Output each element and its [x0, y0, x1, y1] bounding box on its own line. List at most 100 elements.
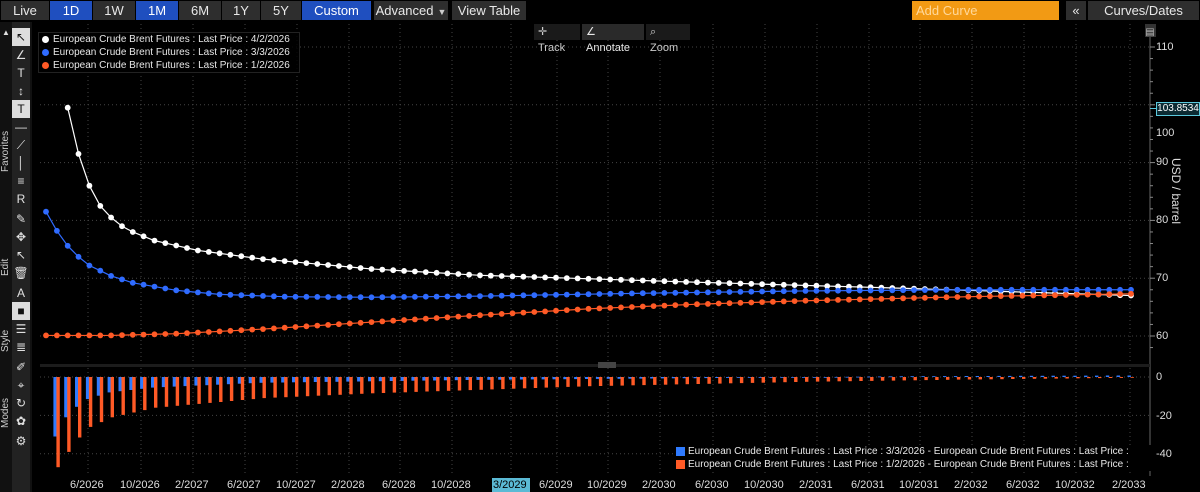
- x-tick-label: 6/2030: [695, 479, 729, 491]
- series-layer: [43, 104, 1134, 339]
- diff-bar-0: [183, 377, 187, 387]
- series-point-1: [487, 293, 494, 299]
- series-point-1: [1063, 286, 1069, 293]
- diff-bar-0: [845, 376, 849, 378]
- series-point-2: [563, 307, 570, 313]
- series-point-1: [1030, 286, 1037, 293]
- pen-icon[interactable]: ✐: [15, 360, 27, 374]
- vertical-line-icon[interactable]: │: [17, 156, 25, 170]
- series-point-1: [596, 291, 603, 297]
- series-point-1: [672, 289, 679, 296]
- diff-bar-1: [902, 377, 906, 381]
- line-width-icon[interactable]: ≣: [15, 340, 27, 354]
- diff-bar-0: [1019, 375, 1023, 377]
- series-point-0: [271, 257, 277, 263]
- diff-bar-1: [425, 377, 429, 392]
- move-icon[interactable]: ✥: [15, 230, 27, 244]
- series-point-2: [260, 326, 266, 332]
- series-point-0: [119, 223, 125, 230]
- advanced-dropdown[interactable]: Advanced ▼: [374, 1, 448, 20]
- annotate-button[interactable]: ∠ Annotate: [582, 24, 644, 54]
- series-point-1: [509, 292, 516, 299]
- text-tool-icon[interactable]: T: [17, 66, 25, 80]
- x-tick-label: 10/2028: [431, 479, 471, 491]
- diff-bar-0: [75, 377, 79, 407]
- palette-expand-icon[interactable]: ▲: [2, 28, 10, 37]
- series-point-2: [585, 305, 592, 312]
- diff-bar-0: [877, 376, 882, 378]
- diff-bar-0: [660, 377, 665, 379]
- brush-icon[interactable]: ✎: [15, 212, 27, 226]
- range-1d-button[interactable]: 1D: [50, 1, 92, 20]
- series-point-1: [97, 267, 104, 274]
- live-button[interactable]: Live: [1, 1, 49, 20]
- series-point-0: [379, 266, 386, 273]
- diff-bar-1: [164, 377, 169, 407]
- diff-bar-1: [1098, 377, 1102, 379]
- x-tick-label: 2/2027: [175, 479, 209, 491]
- add-curve-input[interactable]: Add Curve: [912, 1, 1059, 20]
- diff-bar-0: [726, 377, 730, 378]
- curves-dates-button[interactable]: Curves/Dates: [1088, 1, 1199, 20]
- legend-item[interactable]: European Crude Brent Futures : Last Pric…: [39, 46, 299, 59]
- zoom-button[interactable]: ⌕ Zoom: [646, 24, 690, 54]
- legend-item[interactable]: European Crude Brent Futures : Last Pric…: [673, 445, 1151, 458]
- series-point-1: [75, 253, 82, 260]
- series-point-1: [43, 208, 49, 215]
- color-wheel-icon[interactable]: ✿: [15, 414, 27, 428]
- trendline-icon[interactable]: ⟋: [16, 138, 26, 152]
- font-style-icon[interactable]: A: [16, 286, 25, 300]
- diff-bar-1: [609, 377, 614, 386]
- fill-color-icon[interactable]: ■: [12, 302, 30, 320]
- legend-item[interactable]: European Crude Brent Futures : Last Pric…: [39, 59, 299, 72]
- range-6m-button[interactable]: 6M: [179, 1, 221, 20]
- diff-bar-1: [1032, 377, 1037, 379]
- range-1w-button[interactable]: 1W: [93, 1, 135, 20]
- series-point-2: [759, 299, 765, 305]
- line-tool-icon[interactable]: ∠: [15, 48, 27, 62]
- series-point-1: [574, 291, 581, 298]
- crosshair-mode-icon[interactable]: ⌖: [17, 378, 25, 392]
- series-point-0: [770, 281, 776, 288]
- diff-bar-1: [99, 377, 104, 423]
- diff-bar-1: [208, 377, 212, 403]
- series-point-0: [824, 283, 831, 289]
- series-point-2: [856, 296, 863, 303]
- series-point-2: [509, 310, 516, 317]
- series-point-1: [249, 292, 256, 299]
- series-point-1: [1052, 286, 1058, 293]
- series-point-1: [1019, 286, 1026, 293]
- view-table-button[interactable]: View Table: [452, 1, 526, 20]
- collapse-button[interactable]: «: [1066, 1, 1086, 20]
- settings-gear-icon[interactable]: ⚙: [15, 434, 27, 448]
- diff-bar-0: [736, 377, 741, 378]
- series-point-1: [498, 292, 505, 299]
- ruler-icon[interactable]: R: [16, 192, 26, 206]
- select-icon[interactable]: ↖: [15, 248, 27, 262]
- series-point-1: [553, 291, 559, 298]
- x-tick-label: 6/2028: [382, 479, 416, 491]
- horizontal-line-icon[interactable]: —: [15, 120, 27, 134]
- vertical-text-icon[interactable]: ↕: [18, 84, 24, 98]
- legend-item[interactable]: European Crude Brent Futures : Last Pric…: [673, 458, 1151, 471]
- highlight-text-icon[interactable]: T: [12, 100, 30, 118]
- legend-item[interactable]: European Crude Brent Futures : Last Pric…: [39, 33, 299, 46]
- x-tick-label: 2/2031: [799, 479, 833, 491]
- series-point-2: [922, 294, 928, 301]
- range-1m-button[interactable]: 1M: [136, 1, 178, 20]
- cycle-mode-icon[interactable]: ↻: [15, 396, 27, 410]
- y-axis-title: USD / barrel: [1169, 158, 1183, 225]
- range-1y-button[interactable]: 1Y: [222, 1, 260, 20]
- channel-icon[interactable]: ≡: [17, 174, 25, 188]
- series-point-2: [477, 312, 483, 319]
- range-5y-button[interactable]: 5Y: [261, 1, 301, 20]
- diff-bar-1: [577, 377, 581, 387]
- series-point-1: [542, 292, 548, 298]
- range-custom-button[interactable]: Custom: [302, 1, 371, 20]
- pointer-icon[interactable]: ↖: [12, 28, 30, 46]
- diff-bar-1: [967, 377, 972, 380]
- trash-icon[interactable]: 🗑: [13, 266, 29, 280]
- track-button[interactable]: ✛ Track: [534, 24, 580, 54]
- line-style-icon[interactable]: ☰: [15, 322, 27, 336]
